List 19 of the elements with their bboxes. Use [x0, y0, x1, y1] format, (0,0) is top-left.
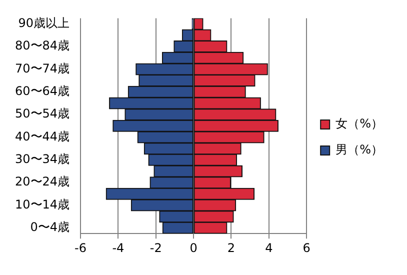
y-tick-label: 0〜4歳: [30, 220, 70, 234]
y-tick-label: 70〜74歳: [14, 61, 70, 76]
y-tick-label: 30〜34歳: [14, 152, 70, 166]
x-tick-label: 2: [227, 240, 236, 255]
y-tick-label: 50〜54歳: [14, 106, 70, 121]
y-tick-label: 10〜14歳: [14, 197, 70, 212]
legend-label: 男（%）: [336, 142, 384, 157]
x-tick-label: 0: [190, 240, 198, 255]
y-tick-label: 20〜24歳: [14, 174, 70, 189]
x-tick-label: -6: [74, 240, 87, 255]
x-tick-label: 6: [302, 240, 310, 255]
x-tick-label: -2: [150, 240, 162, 255]
legend-label: 女（%）: [336, 116, 384, 131]
x-tick-label: 4: [265, 240, 273, 255]
x-tick-label: -4: [112, 240, 124, 255]
y-tick-label: 40〜44歳: [14, 129, 70, 144]
y-tick-label: 90歳以上: [18, 16, 70, 30]
y-tick-label: 80〜84歳: [14, 38, 70, 53]
y-tick-label: 60〜64歳: [14, 84, 70, 98]
